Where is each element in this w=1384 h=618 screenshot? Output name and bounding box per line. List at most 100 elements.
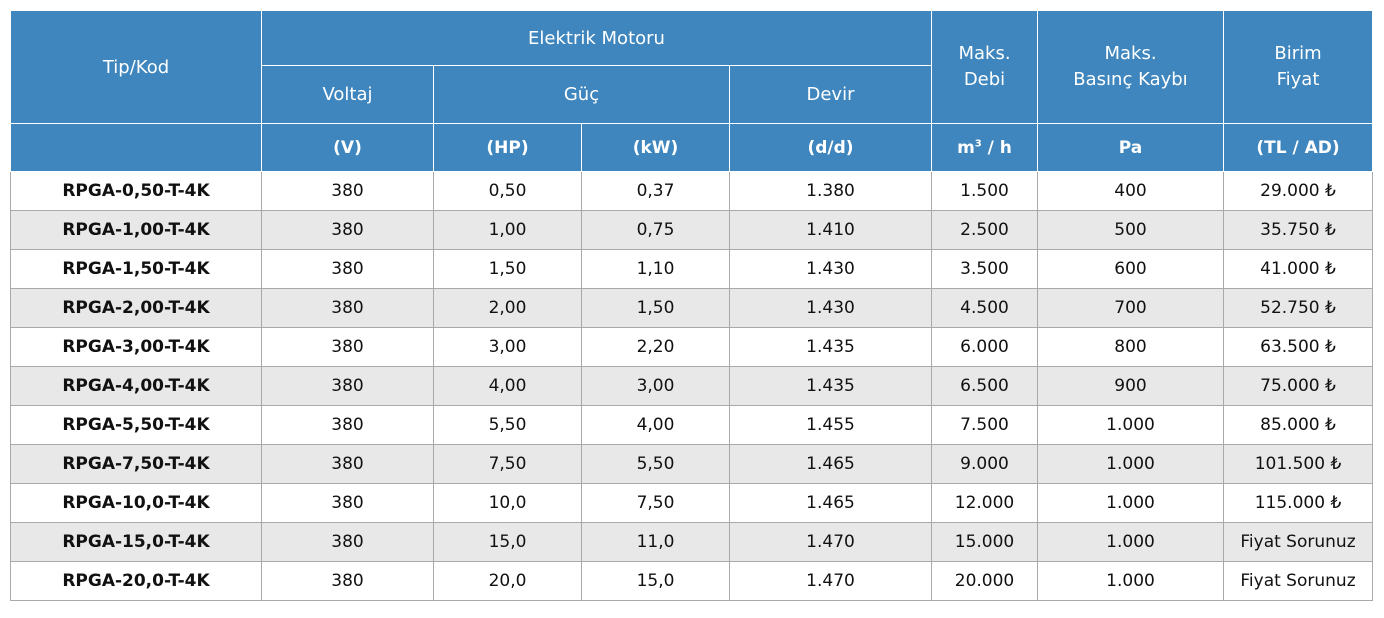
cell-kw: 5,50 <box>581 444 730 484</box>
cell-debi: 1.500 <box>931 171 1038 211</box>
unit-kw: (kW) <box>581 123 730 172</box>
cell-kw: 2,20 <box>581 327 730 367</box>
unit-debi-rest: / h <box>981 137 1012 158</box>
unit-basinc: Pa <box>1037 123 1224 172</box>
header-maks-debi: Maks. Debi <box>931 10 1038 124</box>
unit-debi: m3 / h <box>931 123 1038 172</box>
cell-voltaj: 380 <box>261 327 434 367</box>
table-row: RPGA-20,0-T-4K 380 20,0 15,0 1.470 20.00… <box>10 561 1373 601</box>
cell-devir: 1.430 <box>729 288 932 328</box>
table-row: RPGA-3,00-T-4K 380 3,00 2,20 1.435 6.000… <box>10 327 1373 367</box>
header-birim-fiyat-line2: Fiyat <box>1276 69 1320 90</box>
table-header: Tip/Kod Elektrik Motoru Maks. Debi Maks.… <box>10 10 1373 172</box>
table-row: RPGA-2,00-T-4K 380 2,00 1,50 1.430 4.500… <box>10 288 1373 328</box>
cell-basinc: 400 <box>1037 171 1224 211</box>
price-table-container: Tip/Kod Elektrik Motoru Maks. Debi Maks.… <box>10 10 1373 601</box>
cell-kw: 11,0 <box>581 522 730 562</box>
header-maks-basinc-line1: Maks. <box>1104 43 1157 64</box>
cell-voltaj: 380 <box>261 249 434 289</box>
table-row: RPGA-10,0-T-4K 380 10,0 7,50 1.465 12.00… <box>10 483 1373 523</box>
cell-debi: 7.500 <box>931 405 1038 445</box>
cell-debi: 2.500 <box>931 210 1038 250</box>
cell-basinc: 800 <box>1037 327 1224 367</box>
cell-debi: 6.500 <box>931 366 1038 406</box>
unit-debi-base: m <box>957 137 975 158</box>
cell-fiyat: Fiyat Sorunuz <box>1223 561 1373 601</box>
cell-hp: 3,00 <box>433 327 582 367</box>
header-maks-debi-line1: Maks. <box>958 43 1011 64</box>
cell-hp: 1,50 <box>433 249 582 289</box>
cell-fiyat: 29.000 ₺ <box>1223 171 1373 211</box>
cell-basinc: 700 <box>1037 288 1224 328</box>
cell-debi: 20.000 <box>931 561 1038 601</box>
cell-voltaj: 380 <box>261 288 434 328</box>
cell-code: RPGA-5,50-T-4K <box>10 405 262 445</box>
cell-fiyat: 35.750 ₺ <box>1223 210 1373 250</box>
cell-voltaj: 380 <box>261 405 434 445</box>
cell-kw: 4,00 <box>581 405 730 445</box>
cell-fiyat: 41.000 ₺ <box>1223 249 1373 289</box>
cell-kw: 1,10 <box>581 249 730 289</box>
cell-voltaj: 380 <box>261 483 434 523</box>
cell-devir: 1.430 <box>729 249 932 289</box>
cell-devir: 1.435 <box>729 327 932 367</box>
cell-devir: 1.470 <box>729 561 932 601</box>
unit-hp: (HP) <box>433 123 582 172</box>
unit-fiyat: (TL / AD) <box>1223 123 1373 172</box>
cell-voltaj: 380 <box>261 171 434 211</box>
table-row: RPGA-4,00-T-4K 380 4,00 3,00 1.435 6.500… <box>10 366 1373 406</box>
cell-debi: 15.000 <box>931 522 1038 562</box>
header-tip-kod: Tip/Kod <box>10 10 262 124</box>
unit-devir: (d/d) <box>729 123 932 172</box>
cell-fiyat: 101.500 ₺ <box>1223 444 1373 484</box>
cell-basinc: 500 <box>1037 210 1224 250</box>
header-devir: Devir <box>729 65 932 124</box>
cell-hp: 15,0 <box>433 522 582 562</box>
cell-devir: 1.410 <box>729 210 932 250</box>
price-table: Tip/Kod Elektrik Motoru Maks. Debi Maks.… <box>10 10 1373 601</box>
cell-code: RPGA-1,00-T-4K <box>10 210 262 250</box>
header-voltaj: Voltaj <box>261 65 434 124</box>
cell-fiyat: Fiyat Sorunuz <box>1223 522 1373 562</box>
cell-debi: 3.500 <box>931 249 1038 289</box>
table-row: RPGA-15,0-T-4K 380 15,0 11,0 1.470 15.00… <box>10 522 1373 562</box>
cell-code: RPGA-2,00-T-4K <box>10 288 262 328</box>
unit-empty <box>10 123 262 172</box>
cell-debi: 6.000 <box>931 327 1038 367</box>
cell-basinc: 1.000 <box>1037 405 1224 445</box>
cell-devir: 1.465 <box>729 483 932 523</box>
cell-code: RPGA-20,0-T-4K <box>10 561 262 601</box>
cell-fiyat: 52.750 ₺ <box>1223 288 1373 328</box>
header-guc: Güç <box>433 65 730 124</box>
header-birim-fiyat: Birim Fiyat <box>1223 10 1373 124</box>
cell-code: RPGA-10,0-T-4K <box>10 483 262 523</box>
table-row: RPGA-1,00-T-4K 380 1,00 0,75 1.410 2.500… <box>10 210 1373 250</box>
cell-fiyat: 85.000 ₺ <box>1223 405 1373 445</box>
cell-kw: 7,50 <box>581 483 730 523</box>
cell-hp: 4,00 <box>433 366 582 406</box>
cell-code: RPGA-1,50-T-4K <box>10 249 262 289</box>
cell-code: RPGA-0,50-T-4K <box>10 171 262 211</box>
cell-hp: 1,00 <box>433 210 582 250</box>
table-row: RPGA-1,50-T-4K 380 1,50 1,10 1.430 3.500… <box>10 249 1373 289</box>
cell-devir: 1.435 <box>729 366 932 406</box>
cell-hp: 7,50 <box>433 444 582 484</box>
cell-basinc: 600 <box>1037 249 1224 289</box>
cell-devir: 1.470 <box>729 522 932 562</box>
header-maks-basinc: Maks. Basınç Kaybı <box>1037 10 1224 124</box>
cell-hp: 5,50 <box>433 405 582 445</box>
cell-kw: 0,75 <box>581 210 730 250</box>
cell-devir: 1.380 <box>729 171 932 211</box>
cell-kw: 1,50 <box>581 288 730 328</box>
cell-hp: 0,50 <box>433 171 582 211</box>
unit-voltaj: (V) <box>261 123 434 172</box>
header-maks-debi-line2: Debi <box>963 69 1006 90</box>
cell-basinc: 1.000 <box>1037 561 1224 601</box>
cell-devir: 1.455 <box>729 405 932 445</box>
cell-voltaj: 380 <box>261 366 434 406</box>
cell-code: RPGA-15,0-T-4K <box>10 522 262 562</box>
cell-devir: 1.465 <box>729 444 932 484</box>
cell-basinc: 1.000 <box>1037 522 1224 562</box>
cell-basinc: 900 <box>1037 366 1224 406</box>
table-row: RPGA-7,50-T-4K 380 7,50 5,50 1.465 9.000… <box>10 444 1373 484</box>
